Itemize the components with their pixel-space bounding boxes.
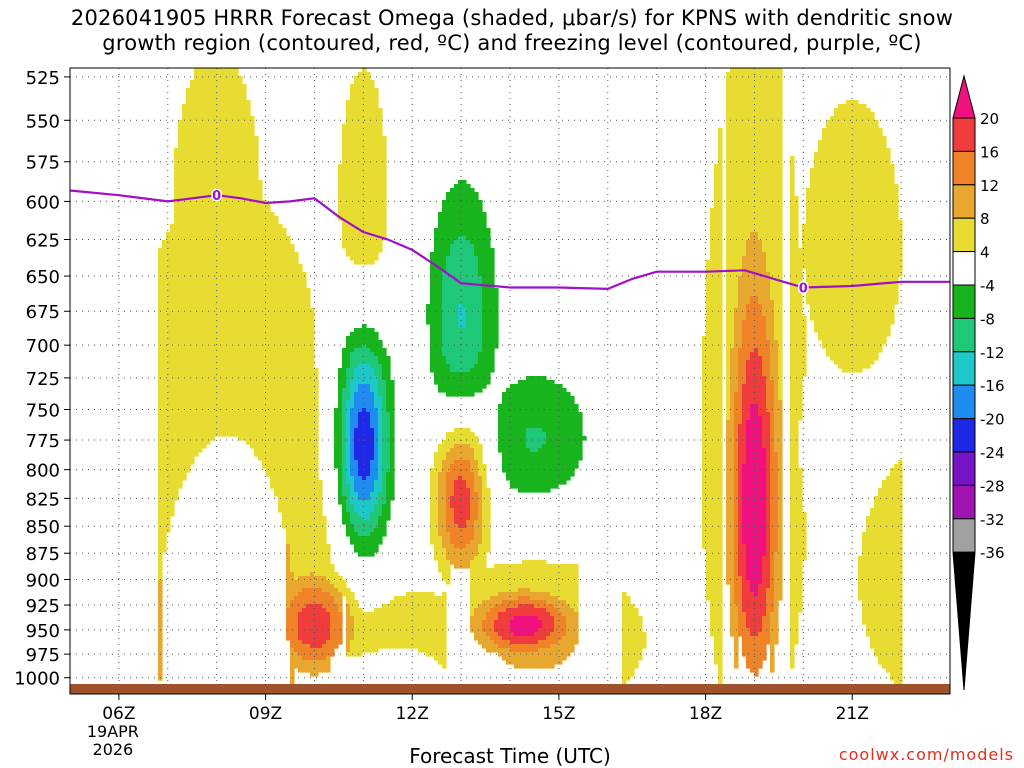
y-tick-label: 575 — [26, 153, 60, 174]
y-axis: 525 550 575 600 625 650 675 700 725 750 775 800 825 8… — [14, 68, 70, 690]
colorbar-label: 16 — [980, 143, 999, 161]
y-tick-label: 1000 — [14, 669, 60, 690]
colorbar-segment — [952, 251, 976, 286]
y-tick-label: 550 — [26, 111, 60, 132]
y-tick-label: 525 — [26, 68, 60, 89]
colorbar-label: -28 — [980, 477, 1005, 495]
colorbar-label: -4 — [980, 277, 995, 295]
y-tick-label: 600 — [26, 192, 60, 213]
chart-title-line-2: growth region (contoured, red, ºC) and f… — [102, 31, 922, 55]
colorbar-segment — [952, 351, 976, 386]
x-date-label: 2026 — [93, 740, 134, 759]
colorbar-segment — [952, 317, 976, 353]
colorbar-label: -20 — [980, 411, 1005, 429]
x-date-label: 19APR — [87, 722, 139, 741]
colorbar-label: -12 — [980, 344, 1005, 362]
freezing-level-contour: 00 — [69, 188, 950, 298]
colorbar-segment — [952, 451, 976, 486]
y-tick-label: 700 — [26, 336, 60, 357]
colorbar-segment — [952, 384, 976, 420]
x-tick-label: 09Z — [249, 704, 282, 724]
colorbar-label: -8 — [980, 310, 995, 328]
y-tick-label: 725 — [26, 369, 60, 390]
colorbar-segment — [952, 217, 976, 253]
colorbar-label: -32 — [980, 511, 1005, 529]
colorbar-label: 4 — [980, 244, 990, 262]
colorbar-bottom-arrow — [952, 551, 976, 691]
y-tick-label: 975 — [26, 645, 60, 666]
freezing-level-label: 0 — [799, 281, 808, 296]
y-tick-label: 950 — [26, 621, 60, 642]
colorbar-label: 20 — [980, 110, 999, 128]
y-tick-label: 675 — [26, 302, 60, 323]
ground-surface — [70, 684, 950, 694]
y-tick-label: 750 — [26, 400, 60, 421]
colorbar-segment — [952, 518, 976, 553]
y-tick-label: 900 — [26, 570, 60, 591]
colorbar-segment — [952, 150, 976, 186]
x-tick-label: 21Z — [836, 704, 869, 724]
x-tick-label: 15Z — [542, 704, 575, 724]
y-tick-label: 850 — [26, 517, 60, 538]
colorbar-segment — [952, 484, 976, 520]
colorbar-segment — [952, 284, 976, 319]
freezing-level-label: 0 — [212, 189, 221, 204]
plot-frame — [69, 67, 951, 695]
freezing-level-line — [69, 189, 950, 291]
x-tick-label: 12Z — [396, 704, 429, 724]
chart-title-line-1: 2026041905 HRRR Forecast Omega (shaded, … — [70, 6, 954, 30]
x-tick-label: 18Z — [689, 704, 722, 724]
colorbar-label: 8 — [980, 210, 990, 228]
colorbar-segment — [952, 418, 976, 453]
colorbar-segment — [952, 117, 976, 152]
source-credit: coolwx.com/models — [838, 745, 1014, 764]
omega-shaded-field — [158, 68, 903, 685]
colorbar-label: -36 — [980, 544, 1005, 562]
y-tick-label: 925 — [26, 596, 60, 617]
colorbar-label: -16 — [980, 377, 1005, 395]
y-tick-label: 800 — [26, 461, 60, 482]
y-tick-label: 875 — [26, 544, 60, 565]
colorbar-segment — [952, 184, 976, 219]
y-tick-label: 775 — [26, 431, 60, 452]
y-tick-label: 650 — [26, 267, 60, 288]
x-axis-title: Forecast Time (UTC) — [409, 744, 611, 768]
colorbar-label: 12 — [980, 177, 999, 195]
colorbar-label: -24 — [980, 444, 1005, 462]
colorbar-top-arrow — [952, 74, 976, 119]
y-tick-label: 625 — [26, 230, 60, 251]
x-tick-label: 06Z — [102, 704, 135, 724]
y-tick-label: 825 — [26, 489, 60, 510]
omega-colorbar: 20 16 12 8 4 -4 -8 -12 -16 -20 -24 -28 -32 -36 — [952, 74, 1005, 691]
